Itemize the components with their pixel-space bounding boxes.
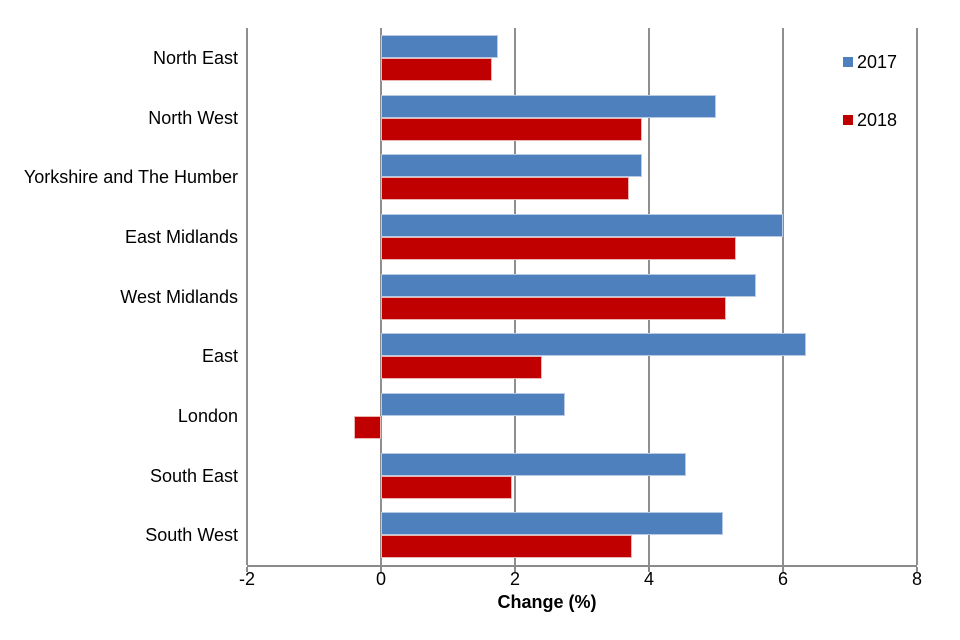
axis-tick-4 (648, 567, 650, 572)
legend-label-2018: 2018 (857, 110, 898, 130)
category-label-east-midlands: East Midlands (124, 227, 238, 247)
axis-tick-2 (514, 567, 516, 572)
bar-2017-west-midlands (381, 273, 757, 297)
plot-area (246, 28, 918, 567)
category-label-north-west: North West (148, 107, 238, 128)
gridline--2 (246, 28, 248, 565)
x-tick-label--2: -2 (238, 569, 256, 589)
axis-tick-6 (782, 567, 784, 572)
bar-2018-london (354, 416, 381, 439)
axis-tick--2 (246, 567, 248, 572)
bar-2018-north-east (381, 58, 492, 81)
bar-2017-north-east (381, 35, 499, 58)
legend-marker-2018 (843, 115, 853, 125)
bar-2017-south-east (381, 452, 686, 476)
category-label-north-east: North East (152, 48, 238, 68)
legend-item-2017: 2017 (843, 52, 897, 72)
axis-tick-0 (380, 567, 382, 572)
bar-2018-east-midlands (381, 237, 737, 260)
axis-tick-8 (916, 567, 918, 572)
x-tick-label-2: 2 (509, 569, 521, 589)
bar-2018-north-west (381, 117, 643, 141)
bar-2017-south-west (381, 512, 723, 536)
bar-2018-south-west (381, 535, 633, 559)
legend-label-2017: 2017 (857, 52, 898, 72)
bar-2018-yorkshire-and-the-humber (381, 177, 629, 201)
category-label-south-east: South East (149, 465, 238, 486)
x-tick-label-8: 8 (911, 569, 923, 589)
category-label-london: London (177, 406, 238, 426)
category-label-east: East (201, 346, 238, 367)
x-tick-label-4: 4 (643, 569, 655, 589)
bar-2018-west-midlands (381, 296, 727, 320)
legend-marker-2017 (843, 57, 853, 67)
bar-2017-london (381, 393, 566, 416)
x-tick-label-0: 0 (375, 569, 387, 589)
category-label-west-midlands: West Midlands (120, 286, 238, 307)
bar-2017-east (381, 333, 807, 357)
category-label-yorkshire-and-the-humber: Yorkshire and The Humber (23, 167, 238, 188)
category-label-south-west: South West (145, 525, 238, 546)
bar-2018-east (381, 356, 542, 380)
bar-2017-north-west (381, 94, 716, 118)
bar-2018-south-east (381, 475, 512, 499)
gridline-8 (916, 28, 918, 565)
x-axis-title: Change (%) (497, 592, 597, 612)
x-tick-label-6: 6 (777, 569, 789, 589)
bar-2017-east-midlands (381, 214, 783, 237)
gridline-6 (782, 28, 784, 565)
legend-item-2018: 2018 (843, 110, 897, 130)
bar-2017-yorkshire-and-the-humber (381, 154, 643, 178)
